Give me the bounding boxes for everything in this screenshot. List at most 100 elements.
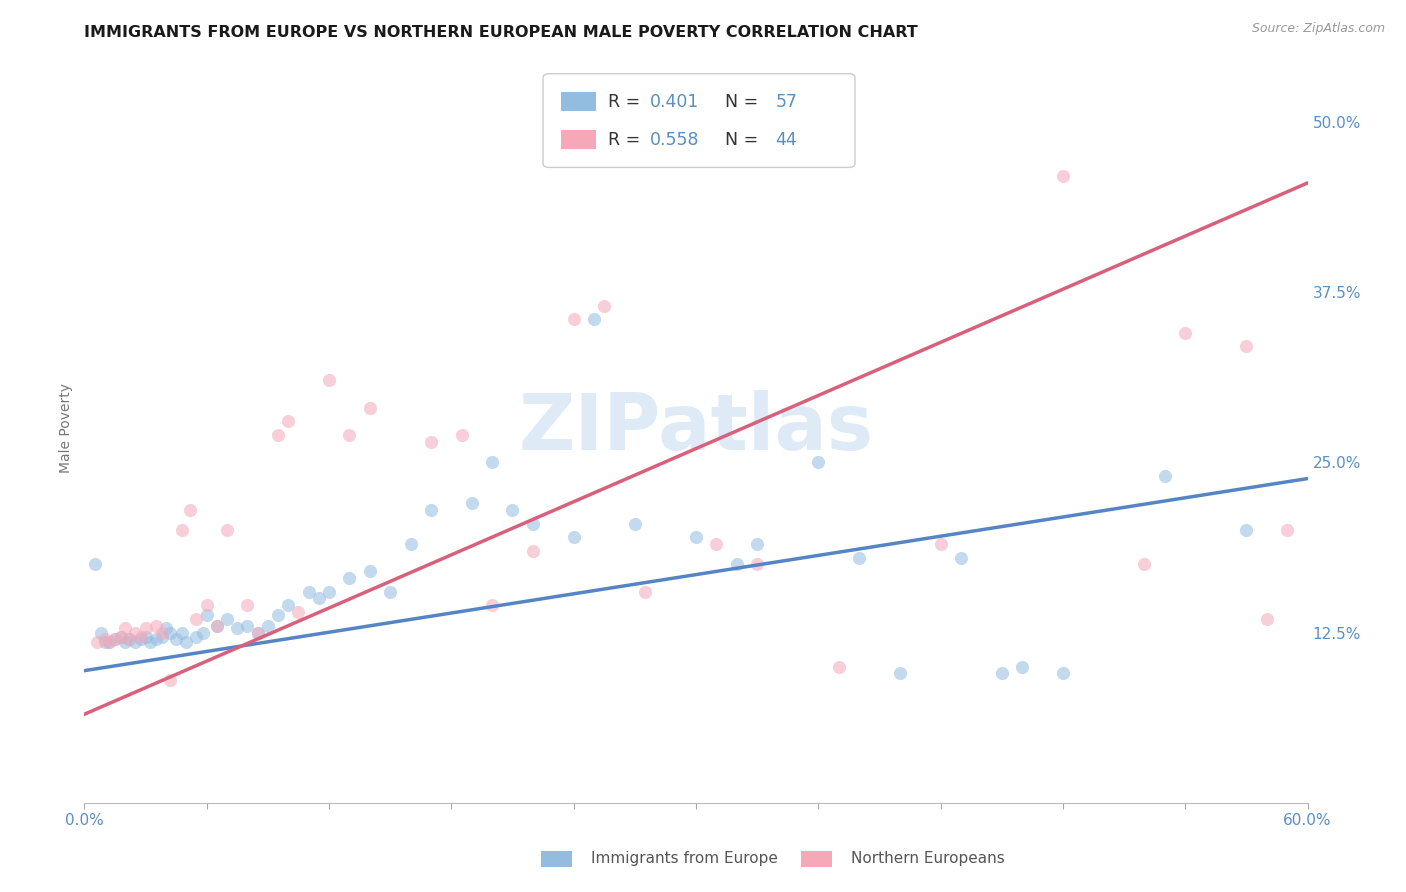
Point xyxy=(186,612,208,626)
Point xyxy=(991,666,1014,681)
Point xyxy=(583,312,606,326)
FancyBboxPatch shape xyxy=(543,74,855,168)
Point xyxy=(135,622,157,636)
Point xyxy=(593,299,616,313)
Point xyxy=(950,550,973,565)
Point xyxy=(1277,524,1299,538)
Point xyxy=(1154,468,1177,483)
Point xyxy=(747,537,769,551)
Point xyxy=(685,530,707,544)
Point xyxy=(118,632,141,647)
Point xyxy=(308,591,330,606)
Text: IMMIGRANTS FROM EUROPE VS NORTHERN EUROPEAN MALE POVERTY CORRELATION CHART: IMMIGRANTS FROM EUROPE VS NORTHERN EUROP… xyxy=(84,25,918,40)
Text: Northern Europeans: Northern Europeans xyxy=(851,851,1004,865)
Point xyxy=(1256,612,1278,626)
Point xyxy=(420,503,443,517)
Point xyxy=(339,428,361,442)
Point xyxy=(205,618,228,632)
Point xyxy=(97,635,120,649)
Point xyxy=(145,632,167,647)
Point xyxy=(138,635,160,649)
Text: R =: R = xyxy=(607,93,645,111)
FancyBboxPatch shape xyxy=(561,92,596,111)
Point xyxy=(205,618,228,632)
Point xyxy=(267,607,290,622)
Point xyxy=(145,618,167,632)
Point xyxy=(159,625,181,640)
Point xyxy=(481,599,503,613)
Point xyxy=(1236,524,1258,538)
Point xyxy=(131,630,153,644)
Point xyxy=(110,630,132,644)
Point xyxy=(191,625,214,640)
Point xyxy=(114,635,136,649)
Point xyxy=(104,632,127,647)
Point xyxy=(174,635,197,649)
Point xyxy=(399,537,422,551)
FancyBboxPatch shape xyxy=(561,130,596,149)
Text: N =: N = xyxy=(714,93,763,111)
Text: Immigrants from Europe: Immigrants from Europe xyxy=(591,851,778,865)
Point xyxy=(1052,169,1074,183)
Text: 0.558: 0.558 xyxy=(650,130,699,149)
Point xyxy=(747,558,769,572)
Point xyxy=(195,607,218,622)
Point xyxy=(522,516,544,531)
Point xyxy=(359,564,381,578)
Point xyxy=(634,584,657,599)
Point xyxy=(339,571,361,585)
Point xyxy=(706,537,728,551)
Point xyxy=(461,496,484,510)
Point xyxy=(93,632,115,647)
Point xyxy=(277,414,299,428)
Point xyxy=(93,635,115,649)
Point xyxy=(236,599,259,613)
Point xyxy=(83,558,105,572)
Point xyxy=(1052,666,1074,681)
Point xyxy=(1174,326,1197,340)
Point xyxy=(246,625,269,640)
Point xyxy=(420,434,443,449)
Point xyxy=(298,584,321,599)
Text: 0.401: 0.401 xyxy=(650,93,699,111)
Point xyxy=(380,584,402,599)
Point xyxy=(889,666,911,681)
Point xyxy=(97,635,120,649)
Text: Source: ZipAtlas.com: Source: ZipAtlas.com xyxy=(1251,22,1385,36)
Point xyxy=(104,632,127,647)
Point xyxy=(124,635,146,649)
Text: R =: R = xyxy=(607,130,645,149)
Point xyxy=(481,455,503,469)
Point xyxy=(267,428,290,442)
Point xyxy=(217,612,239,626)
Point xyxy=(450,428,472,442)
Point xyxy=(186,630,208,644)
Point xyxy=(195,599,218,613)
Point xyxy=(131,632,153,647)
Point xyxy=(562,312,585,326)
Point xyxy=(807,455,830,469)
Point xyxy=(1133,558,1156,572)
Text: N =: N = xyxy=(714,130,763,149)
Point xyxy=(287,605,309,619)
Text: ZIPatlas: ZIPatlas xyxy=(519,390,873,467)
Point xyxy=(522,543,544,558)
Point xyxy=(155,622,177,636)
Point xyxy=(226,622,249,636)
Point xyxy=(135,630,157,644)
Point xyxy=(359,401,381,415)
Point xyxy=(318,584,340,599)
Point xyxy=(110,630,132,644)
Point xyxy=(1011,659,1033,673)
Point xyxy=(118,632,141,647)
Point xyxy=(179,503,201,517)
Point xyxy=(277,599,299,613)
Point xyxy=(246,625,269,640)
Point xyxy=(929,537,952,551)
Point xyxy=(1236,339,1258,353)
Point xyxy=(172,625,194,640)
Point xyxy=(150,625,173,640)
Point xyxy=(165,632,187,647)
Point xyxy=(828,659,851,673)
Y-axis label: Male Poverty: Male Poverty xyxy=(59,384,73,473)
